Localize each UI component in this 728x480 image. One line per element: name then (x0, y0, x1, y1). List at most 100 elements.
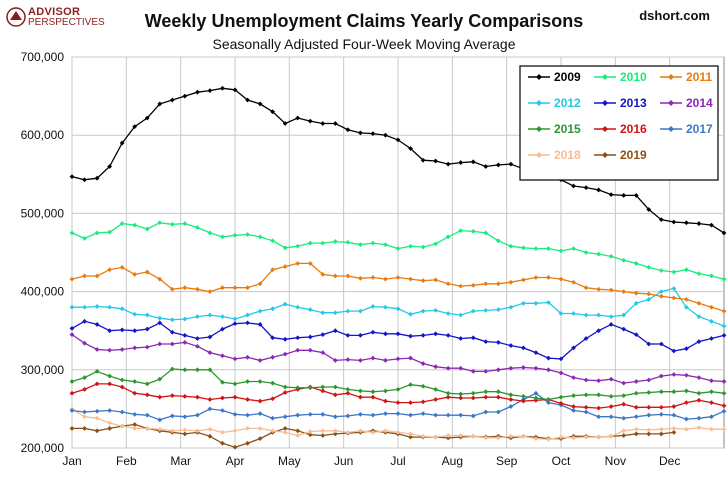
data-point-2018 (558, 434, 564, 440)
data-point-2015 (558, 394, 564, 400)
legend-label-2018: 2018 (554, 148, 581, 162)
data-point-2014 (470, 368, 476, 374)
data-point-2009 (408, 146, 413, 151)
data-point-2010 (495, 238, 501, 244)
data-point-2017 (182, 414, 188, 420)
data-point-2010 (546, 246, 551, 251)
data-point-2014 (232, 356, 238, 362)
data-point-2013 (470, 335, 476, 341)
data-point-2011 (320, 271, 326, 277)
data-point-2016 (132, 390, 138, 396)
data-point-2017 (94, 408, 100, 414)
data-point-2012 (94, 304, 100, 309)
data-point-2012 (332, 310, 338, 316)
data-point-2019 (671, 429, 677, 435)
data-point-2017 (621, 415, 627, 421)
series-line-2019 (72, 423, 674, 448)
data-point-2010 (395, 246, 401, 251)
data-point-2013 (458, 336, 464, 341)
data-point-2015 (357, 388, 363, 394)
data-point-2017 (458, 412, 464, 418)
data-point-2009 (119, 140, 125, 146)
data-point-2011 (144, 269, 150, 275)
data-point-2015 (119, 377, 125, 383)
data-point-2013 (709, 336, 714, 341)
data-point-2014 (82, 340, 87, 346)
data-point-2011 (608, 287, 614, 293)
data-point-2012 (633, 300, 639, 306)
data-point-2010 (332, 239, 338, 244)
data-point-2014 (69, 332, 75, 338)
data-point-2009 (245, 97, 250, 103)
data-point-2017 (207, 406, 213, 412)
data-point-2014 (332, 358, 338, 363)
advisor-perspectives-logo: ADVISOR PERSPECTIVES (6, 5, 126, 31)
data-point-2011 (420, 278, 426, 284)
data-point-2015 (207, 367, 213, 373)
legend-marker-2012 (536, 100, 542, 106)
data-point-2018 (721, 426, 727, 432)
data-point-2013 (107, 328, 113, 334)
y-tick-label: 700,000 (21, 50, 65, 64)
data-point-2009 (132, 124, 138, 129)
data-point-2014 (169, 341, 175, 347)
data-point-2013 (495, 340, 501, 345)
data-point-2016 (646, 404, 652, 410)
data-point-2014 (383, 358, 388, 363)
data-point-2017 (282, 414, 288, 420)
data-point-2010 (458, 228, 464, 234)
data-point-2009 (420, 157, 426, 163)
x-tick-label: Apr (226, 454, 245, 468)
data-point-2015 (370, 389, 376, 395)
data-point-2015 (107, 373, 113, 379)
data-point-2016 (721, 403, 727, 409)
data-point-2017 (257, 411, 263, 416)
data-point-2013 (571, 345, 576, 351)
data-point-2016 (169, 393, 175, 399)
data-point-2013 (646, 341, 652, 347)
data-point-2015 (82, 375, 87, 381)
data-point-2013 (144, 326, 150, 332)
data-point-2016 (107, 381, 113, 387)
data-point-2014 (671, 372, 677, 377)
data-point-2013 (608, 322, 614, 327)
data-point-2011 (470, 282, 476, 288)
data-point-2018 (207, 426, 213, 432)
data-point-2015 (633, 390, 639, 396)
data-point-2013 (546, 355, 551, 361)
data-point-2014 (257, 358, 263, 363)
data-point-2011 (433, 277, 439, 283)
data-point-2016 (157, 394, 163, 400)
data-point-2018 (420, 433, 426, 439)
legend-label-2009: 2009 (554, 70, 581, 84)
data-point-2011 (257, 281, 263, 287)
legend-label-2016: 2016 (620, 122, 647, 136)
data-point-2012 (508, 304, 514, 310)
data-point-2010 (533, 246, 539, 251)
legend-marker-2015 (536, 126, 542, 132)
data-point-2012 (483, 307, 489, 313)
data-point-2016 (458, 395, 464, 401)
data-point-2009 (169, 97, 175, 103)
data-point-2010 (245, 232, 250, 237)
data-point-2013 (270, 335, 276, 341)
x-tick-label: May (278, 454, 301, 468)
data-point-2012 (583, 312, 589, 318)
data-point-2018 (345, 429, 351, 435)
data-point-2015 (696, 390, 702, 396)
data-point-2010 (82, 236, 87, 241)
data-point-2017 (608, 414, 614, 420)
data-point-2010 (571, 246, 576, 251)
data-point-2014 (420, 361, 426, 366)
data-point-2019 (132, 422, 138, 427)
data-point-2014 (157, 341, 163, 347)
data-point-2016 (245, 397, 250, 402)
legend-label-2019: 2019 (620, 148, 647, 162)
data-point-2017 (571, 408, 576, 413)
data-point-2016 (696, 397, 702, 403)
data-point-2012 (608, 314, 614, 320)
data-point-2017 (357, 411, 363, 417)
data-point-2012 (433, 307, 439, 313)
legend-label-2013: 2013 (620, 96, 647, 110)
data-point-2011 (495, 281, 501, 287)
